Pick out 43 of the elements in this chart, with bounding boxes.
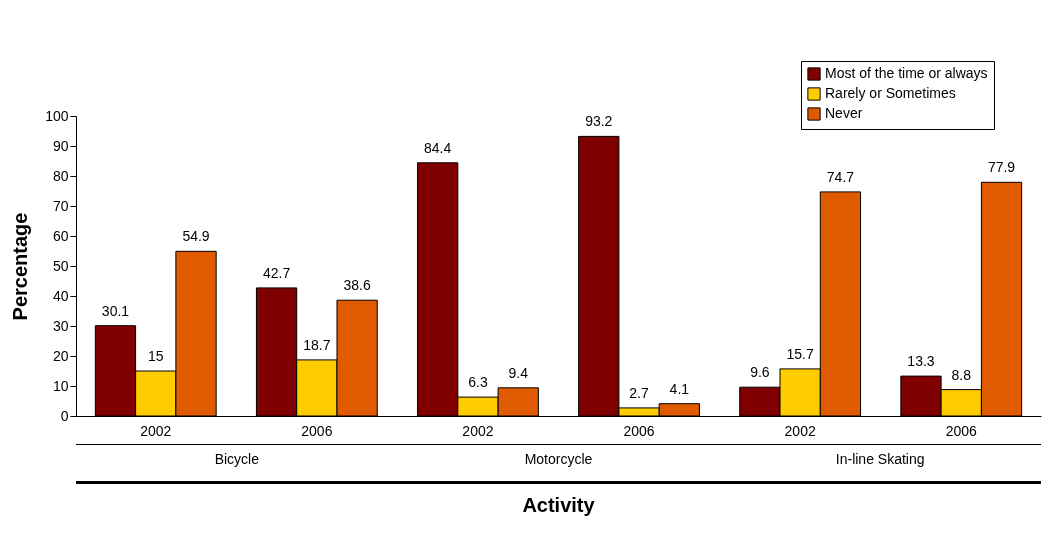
legend-label: Most of the time or always [825, 65, 988, 81]
data-label: 84.4 [424, 139, 452, 156]
y-tick-label: 50 [52, 257, 69, 274]
text: Bicycle [213, 450, 260, 469]
data-label: 4.1 [669, 380, 690, 397]
y-tick-label: 40 [52, 287, 69, 304]
data-label: 93.2 [585, 113, 613, 130]
legend-label: Rarely or Sometimes [825, 85, 956, 101]
y-tick-label: 70 [52, 197, 69, 214]
x-tick-label: 2006 [623, 422, 655, 439]
x-tick-label: 2002 [784, 422, 816, 439]
y-tick-label: 60 [52, 227, 69, 244]
y-tick-label: 0 [60, 407, 69, 424]
x-tick-label: 2006 [301, 422, 333, 439]
x-axis-title: Activity [521, 494, 596, 517]
x-tick-label: 2006 [945, 422, 978, 439]
y-axis-title: Percentage [9, 212, 32, 321]
data-label: 42.7 [262, 264, 291, 281]
text: Motorcycle [523, 450, 594, 469]
data-label: 2.7 [629, 384, 649, 401]
y-tick-label: 10 [52, 377, 69, 394]
data-label: 18.7 [303, 336, 331, 353]
data-label: 38.6 [343, 277, 371, 294]
data-label: 15.7 [786, 345, 814, 362]
data-label: 9.6 [750, 364, 770, 381]
y-tick-label: 100 [45, 107, 69, 124]
x-tick-label: 2002 [140, 422, 172, 439]
data-label: 9.4 [508, 364, 529, 381]
x-tick-label: 2002 [462, 422, 494, 439]
data-label: 15 [147, 348, 164, 364]
data-label: 77.9 [987, 159, 1016, 176]
data-label: 6.3 [468, 374, 488, 391]
legend-label: Never [825, 105, 863, 121]
y-tick-label: 90 [52, 137, 69, 154]
data-label: 13.3 [907, 353, 935, 370]
y-tick-label: 30 [52, 317, 69, 334]
data-label: 30.1 [101, 302, 130, 319]
data-label: 74.7 [826, 168, 855, 185]
data-label: 54.9 [182, 228, 210, 245]
y-tick-label: 20 [52, 347, 69, 364]
y-tick-label: 80 [52, 167, 69, 184]
text: In-line Skating [834, 450, 926, 469]
data-label: 8.8 [951, 366, 972, 383]
